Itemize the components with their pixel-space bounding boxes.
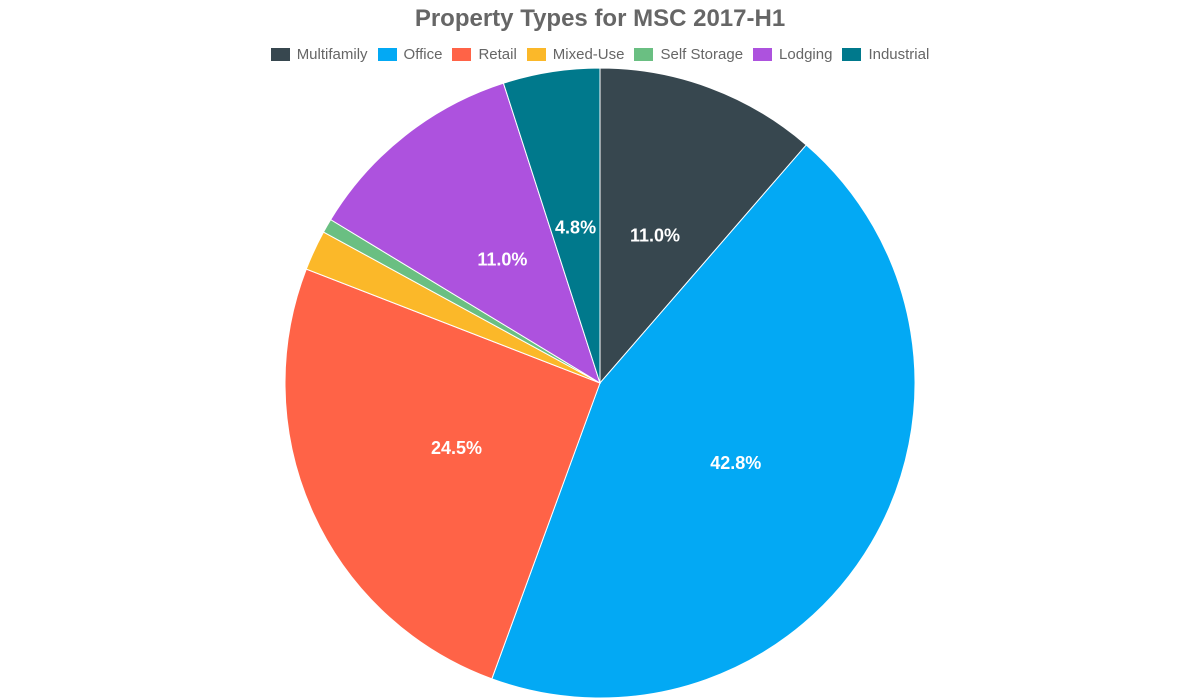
legend-item[interactable]: Retail	[452, 46, 517, 63]
legend-label: Office	[403, 46, 443, 63]
legend-label: Mixed-Use	[552, 46, 625, 63]
data-label: 4.8%	[555, 217, 596, 237]
data-label: 24.5%	[431, 438, 482, 458]
legend-swatch	[526, 48, 546, 61]
legend-item[interactable]: Lodging	[753, 46, 832, 63]
legend-swatch	[377, 48, 397, 61]
legend-swatch	[753, 48, 773, 61]
legend-swatch	[452, 48, 472, 61]
chart-title: Property Types for MSC 2017-H1	[414, 5, 786, 32]
data-label: 11.0%	[477, 249, 527, 269]
legend-item[interactable]: Office	[377, 46, 443, 63]
legend-swatch	[634, 48, 654, 61]
legend-swatch	[270, 48, 290, 61]
legend-label: Lodging	[779, 46, 833, 63]
legend-swatch	[842, 48, 862, 61]
data-label: 42.8%	[710, 453, 761, 473]
pie-slice-multifamily[interactable]	[599, 67, 807, 385]
legend-label: Industrial	[868, 46, 930, 63]
pie-slice-retail[interactable]	[284, 268, 601, 680]
legend-label: Retail	[478, 46, 517, 63]
pie-slice-industrial[interactable]	[502, 67, 601, 384]
legend-label: Multifamily	[296, 46, 368, 63]
pie-slice-lodging[interactable]	[329, 82, 601, 385]
data-label: 11.0%	[630, 225, 680, 245]
legend-item[interactable]: Self Storage	[634, 46, 743, 63]
legend-item[interactable]: Industrial	[842, 46, 929, 63]
legend-item[interactable]: Mixed-Use	[526, 46, 625, 63]
legend: Multifamily Office Retail Mixed-Use Self Sto…	[0, 46, 1200, 63]
pie-slice-office[interactable]	[491, 144, 916, 699]
legend-item[interactable]: Multifamily	[270, 46, 368, 63]
legend-label: Self Storage	[660, 46, 744, 63]
